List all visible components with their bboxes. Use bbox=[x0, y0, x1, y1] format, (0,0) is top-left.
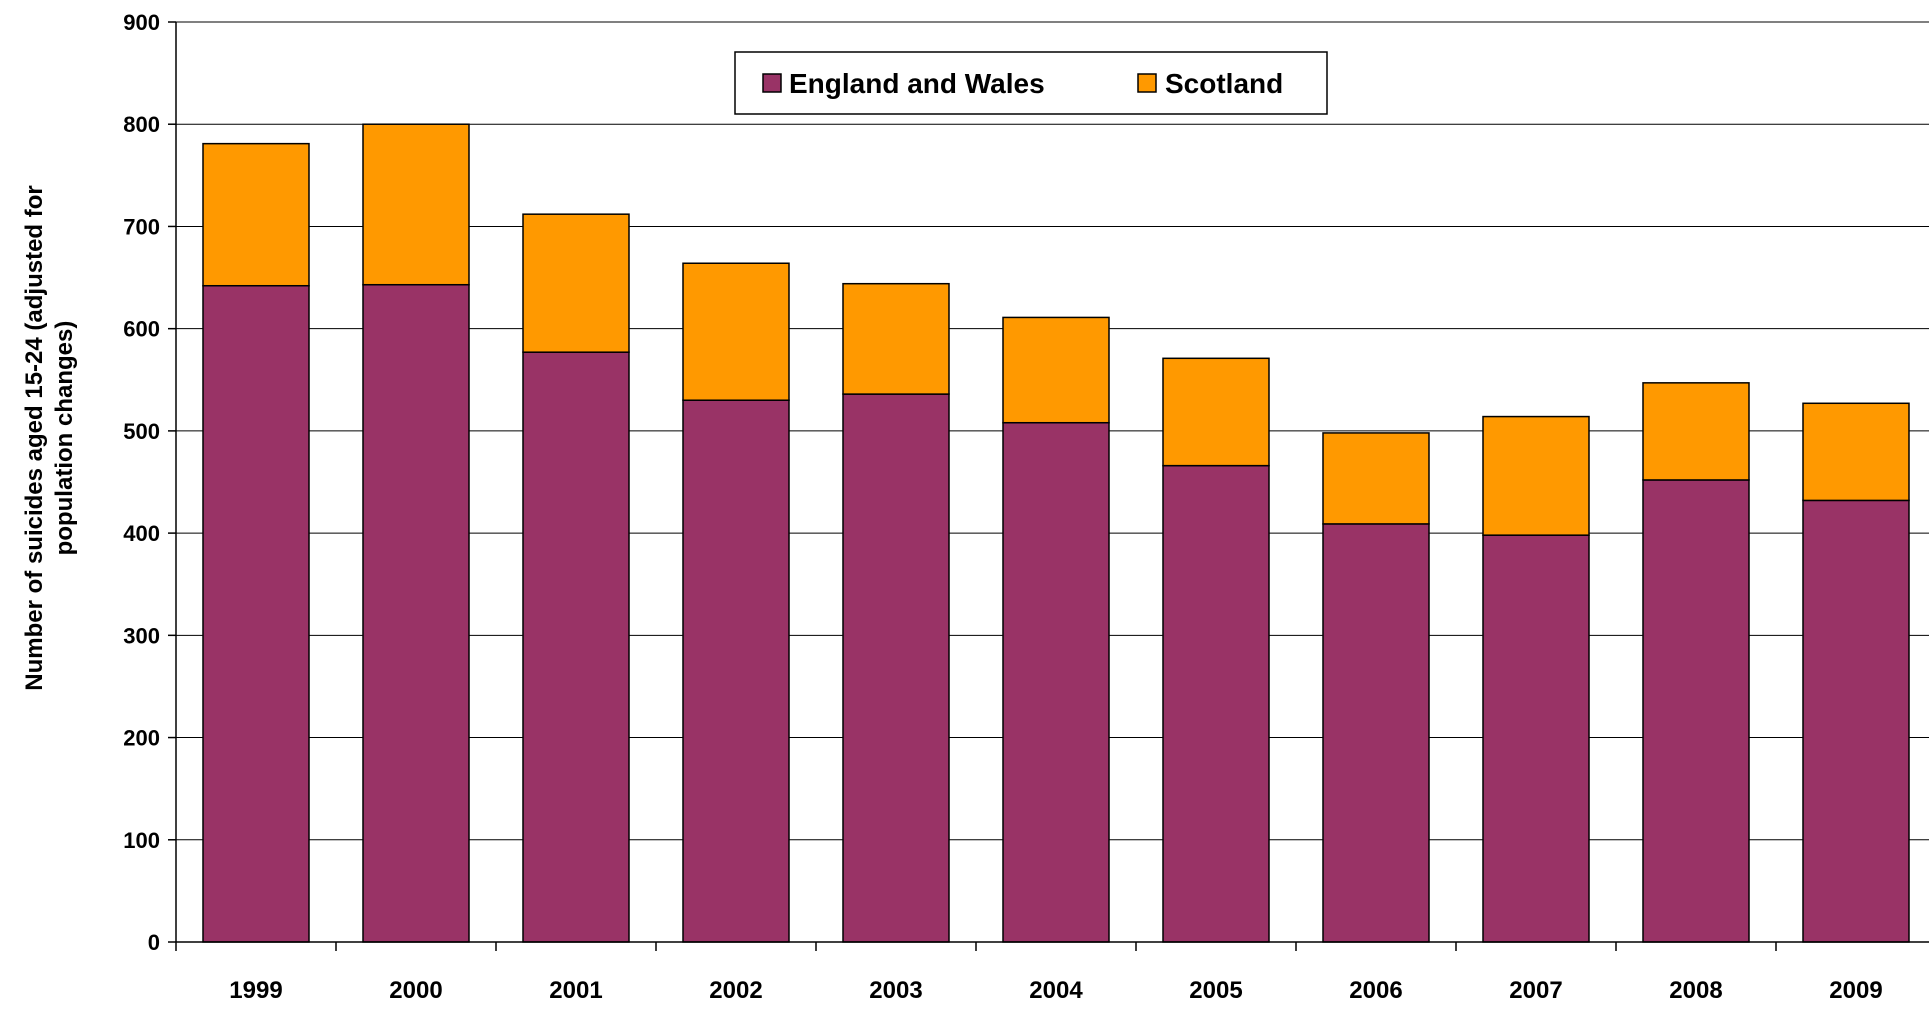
x-tick-label: 2002 bbox=[709, 977, 762, 1004]
x-tick-label: 2000 bbox=[389, 977, 442, 1004]
x-tick-labels: 1999 2000 2001 2002 2003 2004 2005 2006 2007 2008… bbox=[229, 977, 1882, 1004]
x-tick-label: 2006 bbox=[1349, 977, 1402, 1004]
y-tick-label: 800 bbox=[123, 112, 160, 137]
y-tick-label: 900 bbox=[123, 10, 160, 35]
y-axis-title-line-1: Number of suicides aged 15-24 (adjusted … bbox=[21, 185, 48, 690]
y-tick-labels: 0 100 200 300 400 500 600 700 800 900 bbox=[123, 10, 160, 955]
x-tick-label: 2001 bbox=[549, 977, 602, 1004]
bar-scotland-1999 bbox=[202, 142, 310, 287]
legend: England and Wales Scotland bbox=[734, 51, 1328, 115]
bar-scotland-2003 bbox=[842, 282, 950, 395]
y-tick-label: 200 bbox=[123, 726, 160, 751]
y-tick-label: 100 bbox=[123, 828, 160, 853]
bars bbox=[202, 123, 1910, 943]
bar-scotland-2000 bbox=[362, 123, 470, 286]
y-tick-label: 300 bbox=[123, 623, 160, 648]
bar-england-and-wales-1999 bbox=[202, 284, 310, 943]
x-tick-label: 2004 bbox=[1029, 977, 1083, 1004]
bar-england-and-wales-2001 bbox=[522, 351, 630, 943]
bar-england-and-wales-2002 bbox=[682, 399, 790, 943]
bar-scotland-2004 bbox=[1002, 316, 1110, 424]
x-tick-label: 2005 bbox=[1189, 977, 1242, 1004]
bar-england-and-wales-2005 bbox=[1162, 464, 1270, 943]
y-tick-label: 0 bbox=[148, 930, 160, 955]
x-tick-label: 2007 bbox=[1509, 977, 1562, 1004]
y-tick-label: 600 bbox=[123, 317, 160, 342]
bar-scotland-2001 bbox=[522, 213, 630, 353]
bar-scotland-2009 bbox=[1802, 402, 1910, 502]
legend-label-scotland: Scotland bbox=[1165, 68, 1283, 99]
bar-england-and-wales-2007 bbox=[1482, 534, 1590, 943]
y-axis-title-line-2: population changes) bbox=[51, 321, 78, 556]
y-tick-label: 700 bbox=[123, 214, 160, 239]
bar-england-and-wales-2006 bbox=[1322, 523, 1430, 943]
bar-scotland-2007 bbox=[1482, 415, 1590, 536]
bar-scotland-2002 bbox=[682, 262, 790, 401]
legend-label-england-and-wales: England and Wales bbox=[789, 68, 1045, 99]
bar-scotland-2005 bbox=[1162, 357, 1270, 467]
y-tick-label: 500 bbox=[123, 419, 160, 444]
bar-england-and-wales-2003 bbox=[842, 393, 950, 943]
y-axis-title: Number of suicides aged 15-24 (adjusted … bbox=[21, 185, 78, 690]
x-tick-label: 2003 bbox=[869, 977, 922, 1004]
axes bbox=[168, 21, 1929, 951]
legend-swatch-england-and-wales bbox=[762, 73, 782, 93]
x-tick-label: 1999 bbox=[229, 977, 282, 1004]
bar-england-and-wales-2004 bbox=[1002, 421, 1110, 943]
y-tick-label: 400 bbox=[123, 521, 160, 546]
bar-england-and-wales-2000 bbox=[362, 283, 470, 943]
bar-england-and-wales-2009 bbox=[1802, 499, 1910, 943]
x-tick-label: 2008 bbox=[1669, 977, 1722, 1004]
x-tick-label: 2009 bbox=[1829, 977, 1882, 1004]
bar-england-and-wales-2008 bbox=[1642, 479, 1750, 943]
legend-box bbox=[734, 51, 1328, 115]
legend-swatch-scotland bbox=[1137, 73, 1157, 93]
bar-scotland-2006 bbox=[1322, 432, 1430, 525]
bar-scotland-2008 bbox=[1642, 382, 1750, 481]
